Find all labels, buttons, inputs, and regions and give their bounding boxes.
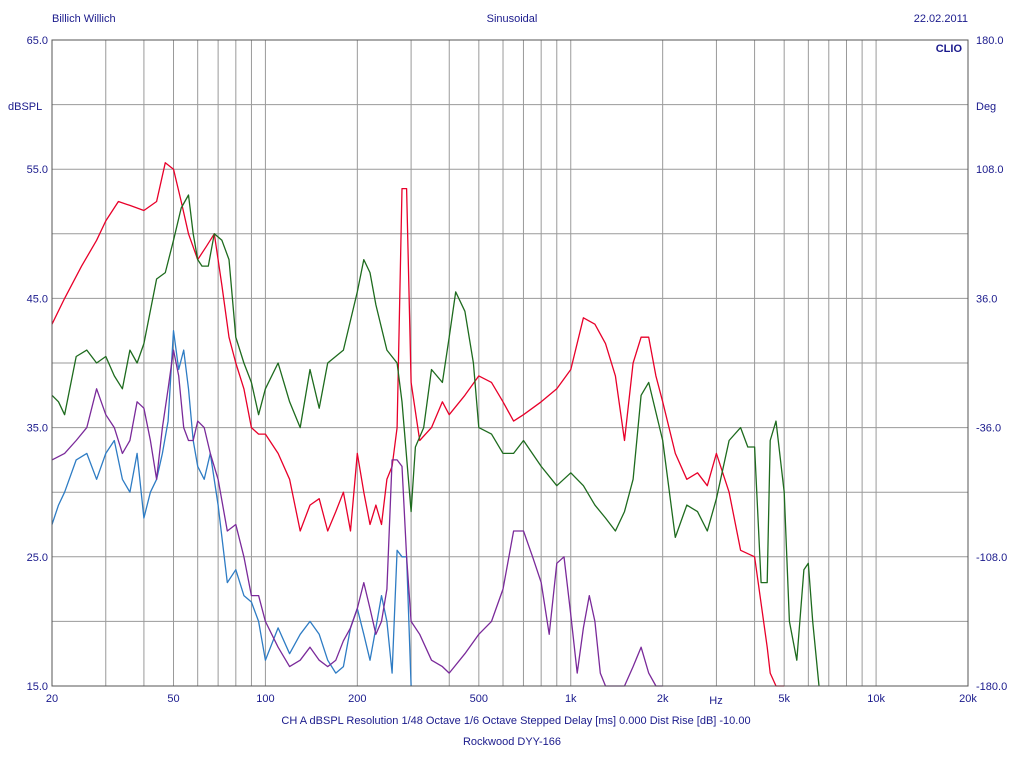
y2-axis-ticks: -180.0 -108.0 -36.0 36.0 108.0 180.0 (976, 35, 1007, 693)
y2-tick-label: -108.0 (976, 552, 1007, 564)
y2-tick-label: 108.0 (976, 164, 1004, 176)
x-tick-label: 100 (256, 693, 274, 705)
x-tick-label: 1k (565, 693, 577, 705)
x-tick-label: 500 (470, 693, 488, 705)
footer-settings: CH A dBSPL Resolution 1/48 Octave 1/6 Oc… (281, 715, 750, 727)
x-tick-label: 200 (348, 693, 366, 705)
footer-device: Rockwood DYY-166 (463, 736, 561, 748)
series-lines (51, 162, 820, 687)
y-tick-label: 25.0 (27, 552, 48, 564)
x-axis-label: Hz (709, 695, 722, 707)
x-axis-ticks: 20 50 100 200 500 1k 2k 5k 10k 20k (46, 693, 977, 705)
x-tick-label: 2k (657, 693, 669, 705)
series-line (51, 194, 820, 687)
header-date: 22.02.2011 (914, 13, 968, 25)
y-tick-label: 55.0 (27, 164, 48, 176)
series-line (51, 349, 663, 687)
series-line (51, 330, 412, 687)
grid-lines (52, 40, 968, 686)
series-line (51, 162, 785, 687)
y-axis-label: dBSPL (8, 101, 42, 113)
y2-tick-label: 36.0 (976, 293, 997, 305)
header-left: Billich Willich (52, 13, 116, 25)
y-tick-label: 35.0 (27, 423, 48, 435)
x-tick-label: 10k (867, 693, 885, 705)
y-tick-label: 15.0 (27, 681, 48, 693)
chart-title: Sinusoidal (487, 13, 538, 25)
y2-tick-label: -180.0 (976, 681, 1007, 693)
y2-axis-label: Deg (976, 101, 996, 113)
y-axis-ticks: 15.0 25.0 35.0 45.0 55.0 65.0 (27, 35, 48, 693)
y2-tick-label: -36.0 (976, 423, 1001, 435)
y-tick-label: 65.0 (27, 35, 48, 47)
x-tick-label: 20 (46, 693, 58, 705)
x-tick-label: 5k (778, 693, 790, 705)
x-tick-label: 20k (959, 693, 977, 705)
x-tick-label: 50 (167, 693, 179, 705)
brand-label: CLIO (936, 43, 963, 55)
plot-frame (51, 39, 969, 687)
y2-tick-label: 180.0 (976, 35, 1004, 47)
y-tick-label: 45.0 (27, 293, 48, 305)
